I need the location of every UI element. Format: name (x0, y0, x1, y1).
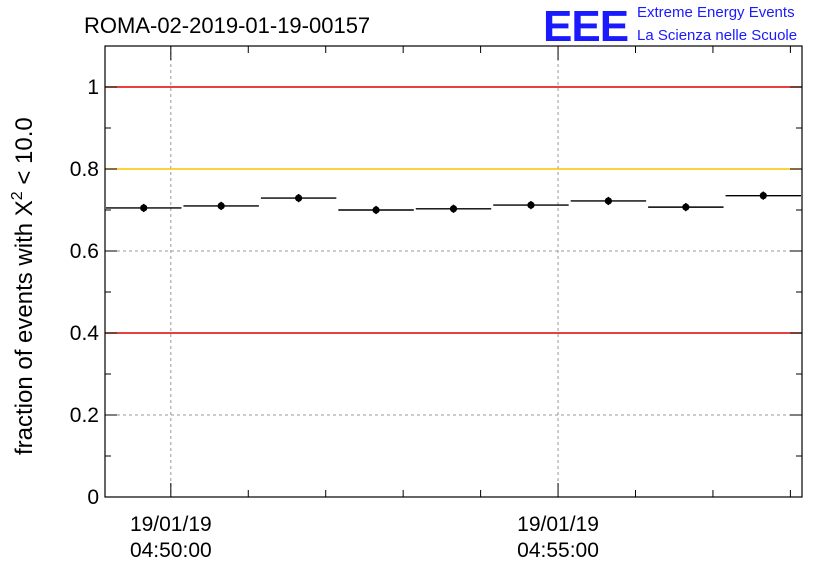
logo: EEE Extreme Energy Events La Scienza nel… (543, 2, 797, 51)
data-point (372, 206, 380, 214)
logo-line2: La Scienza nelle Scuole (637, 27, 797, 44)
y-tick-label: 0.8 (70, 158, 99, 181)
x-tick-labels: 19/01/19 04:50:00 19/01/19 04:55:00 (130, 513, 599, 562)
y-tick-label: 0.6 (70, 240, 99, 263)
data-point (682, 203, 690, 211)
x-tick-label-time: 04:55:00 (517, 539, 599, 562)
y-axis-label-tail: < 10.0 (11, 117, 38, 191)
data-point (295, 194, 303, 202)
x-tick-label-date: 19/01/19 (130, 513, 212, 536)
x-tick-label-time: 04:50:00 (130, 539, 212, 562)
y-axis-label-main: fraction of events with X (11, 200, 38, 455)
data-point (217, 202, 225, 210)
data-points (106, 191, 801, 215)
y-axis-label-superscript: 2 (9, 191, 26, 200)
axis-ticks (105, 45, 802, 498)
data-point (140, 204, 148, 212)
y-tick-label: 0.4 (70, 322, 100, 345)
data-point (604, 197, 612, 205)
plot-frame (104, 45, 803, 498)
logo-mark: EEE (543, 2, 628, 51)
x-tick-label-date: 19/01/19 (517, 513, 599, 536)
data-point (527, 201, 535, 209)
y-tick-label: 0 (87, 486, 99, 509)
reference-lines (105, 86, 802, 334)
data-point (449, 205, 458, 213)
y-axis-label: fraction of events with X2 < 10.0 (9, 117, 38, 455)
chart-title: ROMA-02-2019-01-19-00157 (84, 13, 370, 38)
y-tick-label: 1 (87, 76, 99, 99)
y-tick-labels: 0 0.2 0.4 0.6 0.8 1 (70, 76, 100, 509)
logo-line1: Extreme Energy Events (637, 4, 795, 21)
y-tick-label: 0.2 (70, 404, 99, 427)
grid (105, 46, 802, 497)
data-point (759, 192, 767, 200)
